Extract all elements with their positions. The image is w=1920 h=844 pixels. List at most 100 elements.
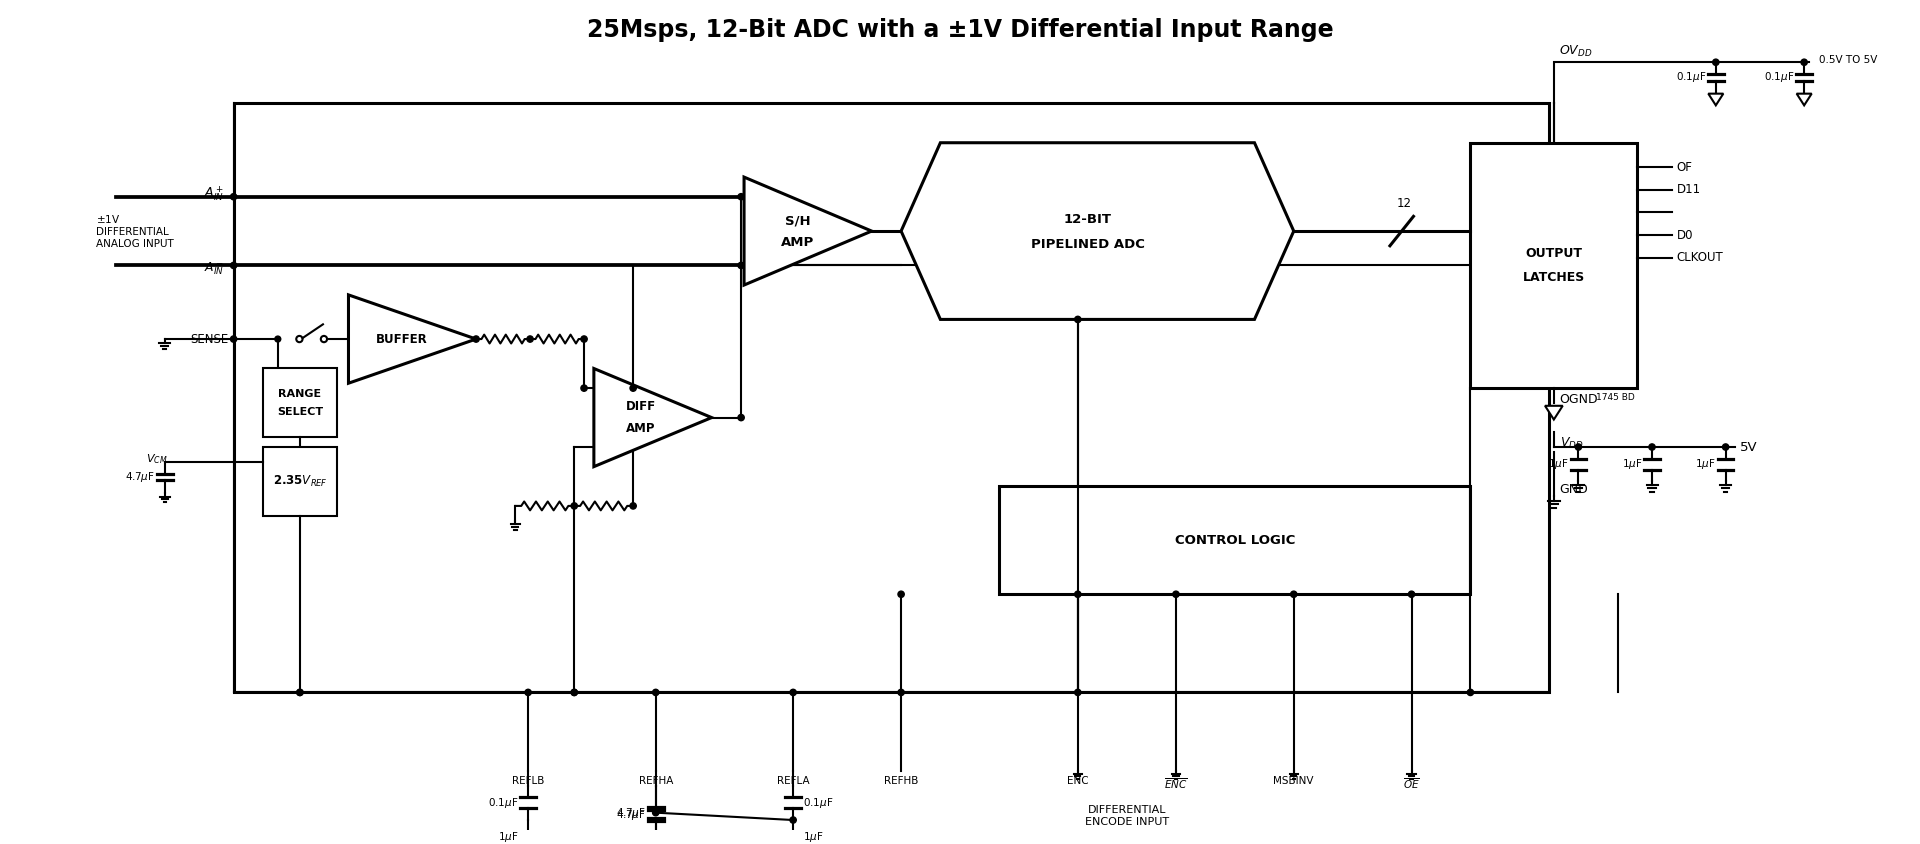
Circle shape: [1649, 444, 1655, 450]
Polygon shape: [349, 295, 476, 383]
Text: $A_{IN}^-$: $A_{IN}^-$: [204, 260, 225, 277]
Text: 1$\mu$F: 1$\mu$F: [1695, 457, 1716, 471]
Text: 1$\mu$F: 1$\mu$F: [497, 830, 518, 844]
Circle shape: [230, 336, 236, 342]
Polygon shape: [1797, 94, 1812, 106]
Text: BUFFER: BUFFER: [376, 333, 428, 345]
Text: GND: GND: [1559, 483, 1588, 495]
Text: D11: D11: [1676, 183, 1701, 197]
Text: 4.7$\mu$F: 4.7$\mu$F: [125, 470, 156, 484]
Circle shape: [1722, 444, 1728, 450]
Text: 25Msps, 12-Bit ADC with a ±1V Differential Input Range: 25Msps, 12-Bit ADC with a ±1V Differenti…: [588, 18, 1332, 42]
Text: $OV_{DD}$: $OV_{DD}$: [1559, 44, 1592, 59]
Circle shape: [298, 690, 303, 695]
Text: MSBINV: MSBINV: [1273, 776, 1313, 786]
Text: CONTROL LOGIC: CONTROL LOGIC: [1175, 533, 1294, 547]
Circle shape: [630, 503, 636, 509]
Text: $\pm$1V
DIFFERENTIAL
ANALOG INPUT: $\pm$1V DIFFERENTIAL ANALOG INPUT: [96, 214, 175, 249]
Circle shape: [524, 690, 532, 695]
Circle shape: [899, 591, 904, 598]
Circle shape: [570, 690, 578, 695]
Text: CLKOUT: CLKOUT: [1676, 251, 1724, 264]
Text: $V_{DD}$: $V_{DD}$: [1559, 436, 1584, 451]
Text: RANGE: RANGE: [278, 389, 321, 399]
Bar: [263, 369, 336, 437]
Polygon shape: [1709, 94, 1724, 106]
Circle shape: [1075, 690, 1081, 695]
Circle shape: [789, 690, 797, 695]
Text: ⋯: ⋯: [1645, 205, 1661, 220]
Text: 1$\mu$F: 1$\mu$F: [1548, 457, 1569, 471]
Circle shape: [1467, 690, 1473, 695]
Polygon shape: [593, 369, 712, 467]
Circle shape: [653, 809, 659, 816]
Text: OF: OF: [1676, 160, 1692, 174]
Circle shape: [1801, 59, 1807, 65]
Circle shape: [737, 262, 745, 268]
Text: 12: 12: [1398, 197, 1411, 210]
Text: REFHA: REFHA: [639, 776, 672, 786]
Text: 4.7$\mu$F: 4.7$\mu$F: [616, 808, 645, 822]
Polygon shape: [745, 177, 872, 285]
Text: REFHB: REFHB: [883, 776, 918, 786]
Text: $\overline{OE}$: $\overline{OE}$: [1404, 776, 1421, 791]
Text: OUTPUT: OUTPUT: [1524, 247, 1582, 260]
Text: 1$\mu$F: 1$\mu$F: [803, 830, 824, 844]
Circle shape: [1075, 591, 1081, 598]
Bar: [234, 104, 1549, 692]
Text: 2.35$V_{REF}$: 2.35$V_{REF}$: [273, 473, 326, 489]
Text: SELECT: SELECT: [276, 407, 323, 417]
Text: REFLB: REFLB: [513, 776, 543, 786]
Text: $A_{IN}^+$: $A_{IN}^+$: [204, 184, 225, 203]
Text: $V_{CM}$: $V_{CM}$: [146, 452, 167, 466]
Polygon shape: [900, 143, 1294, 319]
Text: S/H: S/H: [785, 214, 810, 228]
Circle shape: [653, 690, 659, 695]
Text: 0.1$\mu$F: 0.1$\mu$F: [803, 796, 833, 810]
Circle shape: [526, 336, 534, 342]
Circle shape: [1713, 59, 1718, 65]
Text: 0.1$\mu$F: 0.1$\mu$F: [1764, 70, 1795, 84]
Circle shape: [1173, 591, 1179, 598]
Circle shape: [789, 817, 797, 823]
Circle shape: [582, 336, 588, 342]
Text: DIFFERENTIAL
ENCODE INPUT: DIFFERENTIAL ENCODE INPUT: [1085, 805, 1169, 827]
Circle shape: [1409, 591, 1415, 598]
Circle shape: [630, 385, 636, 392]
Text: $\overline{ENC}$: $\overline{ENC}$: [1164, 776, 1188, 791]
Circle shape: [582, 385, 588, 392]
Circle shape: [275, 336, 280, 342]
Text: OGND: OGND: [1559, 393, 1597, 407]
Text: AMP: AMP: [626, 422, 657, 435]
Text: 5V: 5V: [1740, 441, 1759, 453]
Polygon shape: [1546, 406, 1563, 419]
Bar: [263, 447, 336, 516]
Circle shape: [899, 690, 904, 695]
Text: 12-BIT: 12-BIT: [1064, 213, 1112, 226]
Text: PIPELINED ADC: PIPELINED ADC: [1031, 238, 1144, 252]
Text: 1$\mu$F: 1$\mu$F: [1622, 457, 1642, 471]
Circle shape: [1290, 591, 1296, 598]
Circle shape: [570, 503, 578, 509]
Bar: [998, 486, 1471, 594]
Text: ENC: ENC: [1068, 776, 1089, 786]
Circle shape: [1075, 316, 1081, 322]
Circle shape: [230, 193, 236, 200]
Circle shape: [472, 336, 480, 342]
Text: SENSE: SENSE: [190, 333, 228, 345]
Text: 0.1$\mu$F: 0.1$\mu$F: [1676, 70, 1707, 84]
Circle shape: [570, 690, 578, 695]
Circle shape: [737, 414, 745, 420]
Text: REFLA: REFLA: [778, 776, 810, 786]
Text: AMP: AMP: [781, 236, 814, 249]
Text: LATCHES: LATCHES: [1523, 271, 1586, 284]
Text: 0.1$\mu$F: 0.1$\mu$F: [488, 796, 518, 810]
Text: 0.5V TO 5V: 0.5V TO 5V: [1818, 56, 1878, 65]
Text: 1745 BD: 1745 BD: [1596, 393, 1634, 402]
Text: 4.7$\mu$F: 4.7$\mu$F: [616, 806, 645, 820]
Circle shape: [230, 262, 236, 268]
Text: DIFF: DIFF: [626, 400, 657, 414]
Circle shape: [1574, 444, 1582, 450]
Text: D0: D0: [1676, 229, 1693, 241]
Bar: [1471, 143, 1638, 388]
